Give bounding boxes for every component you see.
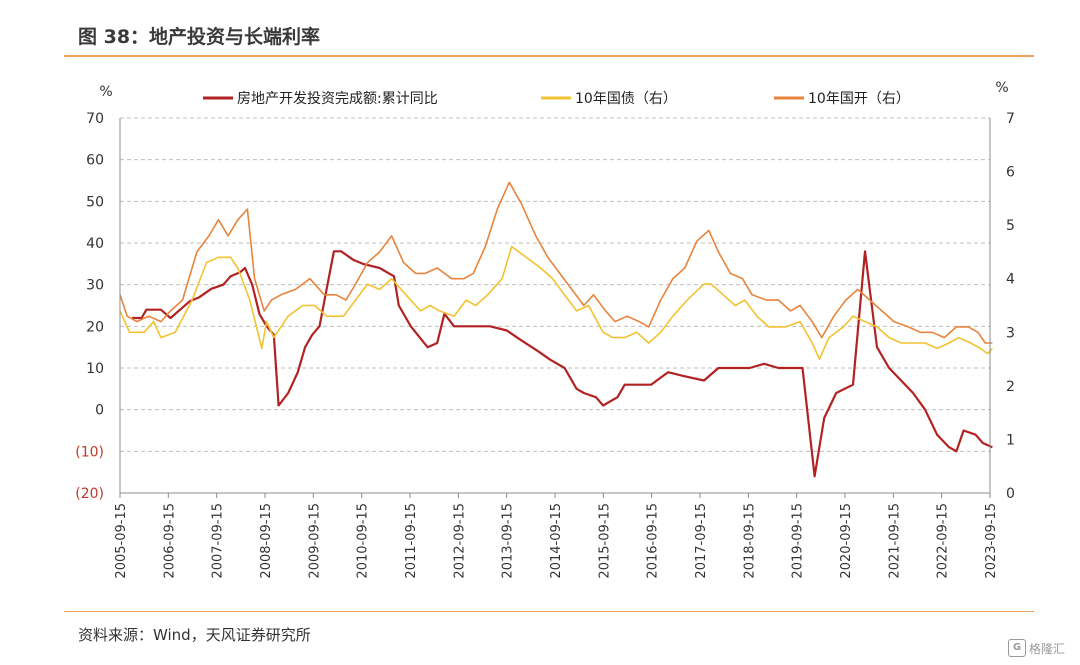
x-tick-label: 2013-09-15 <box>501 503 516 579</box>
x-tick-label: 2005-09-15 <box>114 503 129 579</box>
right-tick-label: 7 <box>1006 111 1015 127</box>
source-note: 资料来源：Wind，天风证券研究所 <box>78 626 311 644</box>
left-tick-label: 50 <box>86 194 104 210</box>
x-tick-label: 2021-09-15 <box>887 503 902 579</box>
right-tick-label: 5 <box>1006 218 1015 234</box>
x-tick-label: 2019-09-15 <box>791 503 806 579</box>
left-tick-label: 40 <box>86 236 104 252</box>
left-axis-unit: % <box>99 84 112 100</box>
series-line-2 <box>119 245 993 360</box>
chart-title: 图 38：地产投资与长端利率 <box>78 26 321 48</box>
watermark: G 格隆汇 <box>1008 636 1072 660</box>
right-tick-label: 3 <box>1006 325 1015 341</box>
x-tick-label: 2014-09-15 <box>549 503 564 579</box>
x-tick-label: 2022-09-15 <box>936 503 951 579</box>
x-tick-label: 2018-09-15 <box>742 503 757 579</box>
series-lines <box>119 181 993 478</box>
x-tick-label: 2006-09-15 <box>162 503 177 579</box>
watermark-text: 格隆汇 <box>1029 641 1066 656</box>
source-rule <box>64 611 1034 612</box>
right-tick-label: 0 <box>1006 486 1015 502</box>
x-tick-label: 2011-09-15 <box>404 503 419 579</box>
x-tick-label: 2008-09-15 <box>259 503 274 579</box>
x-tick-label: 2017-09-15 <box>694 503 709 579</box>
legend-label: 房地产开发投资完成额:累计同比 <box>237 91 438 107</box>
x-tick-label: 2009-09-15 <box>307 503 322 579</box>
title-rule <box>64 55 1034 57</box>
left-tick-label: (10) <box>75 444 104 460</box>
legend-label: 10年国开（右） <box>808 91 910 107</box>
left-tick-label: 30 <box>86 278 104 294</box>
x-tick-label: 2020-09-15 <box>839 503 854 579</box>
x-tick-label: 2016-09-15 <box>646 503 661 579</box>
right-axis-unit: % <box>995 80 1008 96</box>
x-tick-label: 2015-09-15 <box>597 503 612 579</box>
grid-lines <box>120 117 990 452</box>
series-line-3 <box>119 181 993 344</box>
x-tick-label: 2010-09-15 <box>356 503 371 579</box>
left-tick-label: 10 <box>86 361 104 377</box>
left-tick-label: 70 <box>86 111 104 127</box>
watermark-logo: G <box>1008 639 1026 657</box>
left-tick-label: 0 <box>95 403 104 419</box>
x-tick-label: 2012-09-15 <box>452 503 467 579</box>
legend-label: 10年国债（右） <box>575 91 677 107</box>
right-tick-label: 6 <box>1006 165 1015 181</box>
right-tick-label: 1 <box>1006 432 1015 448</box>
left-tick-label: 20 <box>86 319 104 335</box>
right-tick-label: 4 <box>1006 272 1015 288</box>
left-tick-label: (20) <box>75 486 104 502</box>
legend: 房地产开发投资完成额:累计同比 10年国债（右） 10年国开（右） <box>203 91 910 107</box>
x-tick-label: 2023-09-15 <box>984 503 999 579</box>
series-line-1 <box>132 250 993 478</box>
right-tick-label: 2 <box>1006 379 1015 395</box>
x-tick-label: 2007-09-15 <box>211 503 226 579</box>
left-tick-label: 60 <box>86 153 104 169</box>
